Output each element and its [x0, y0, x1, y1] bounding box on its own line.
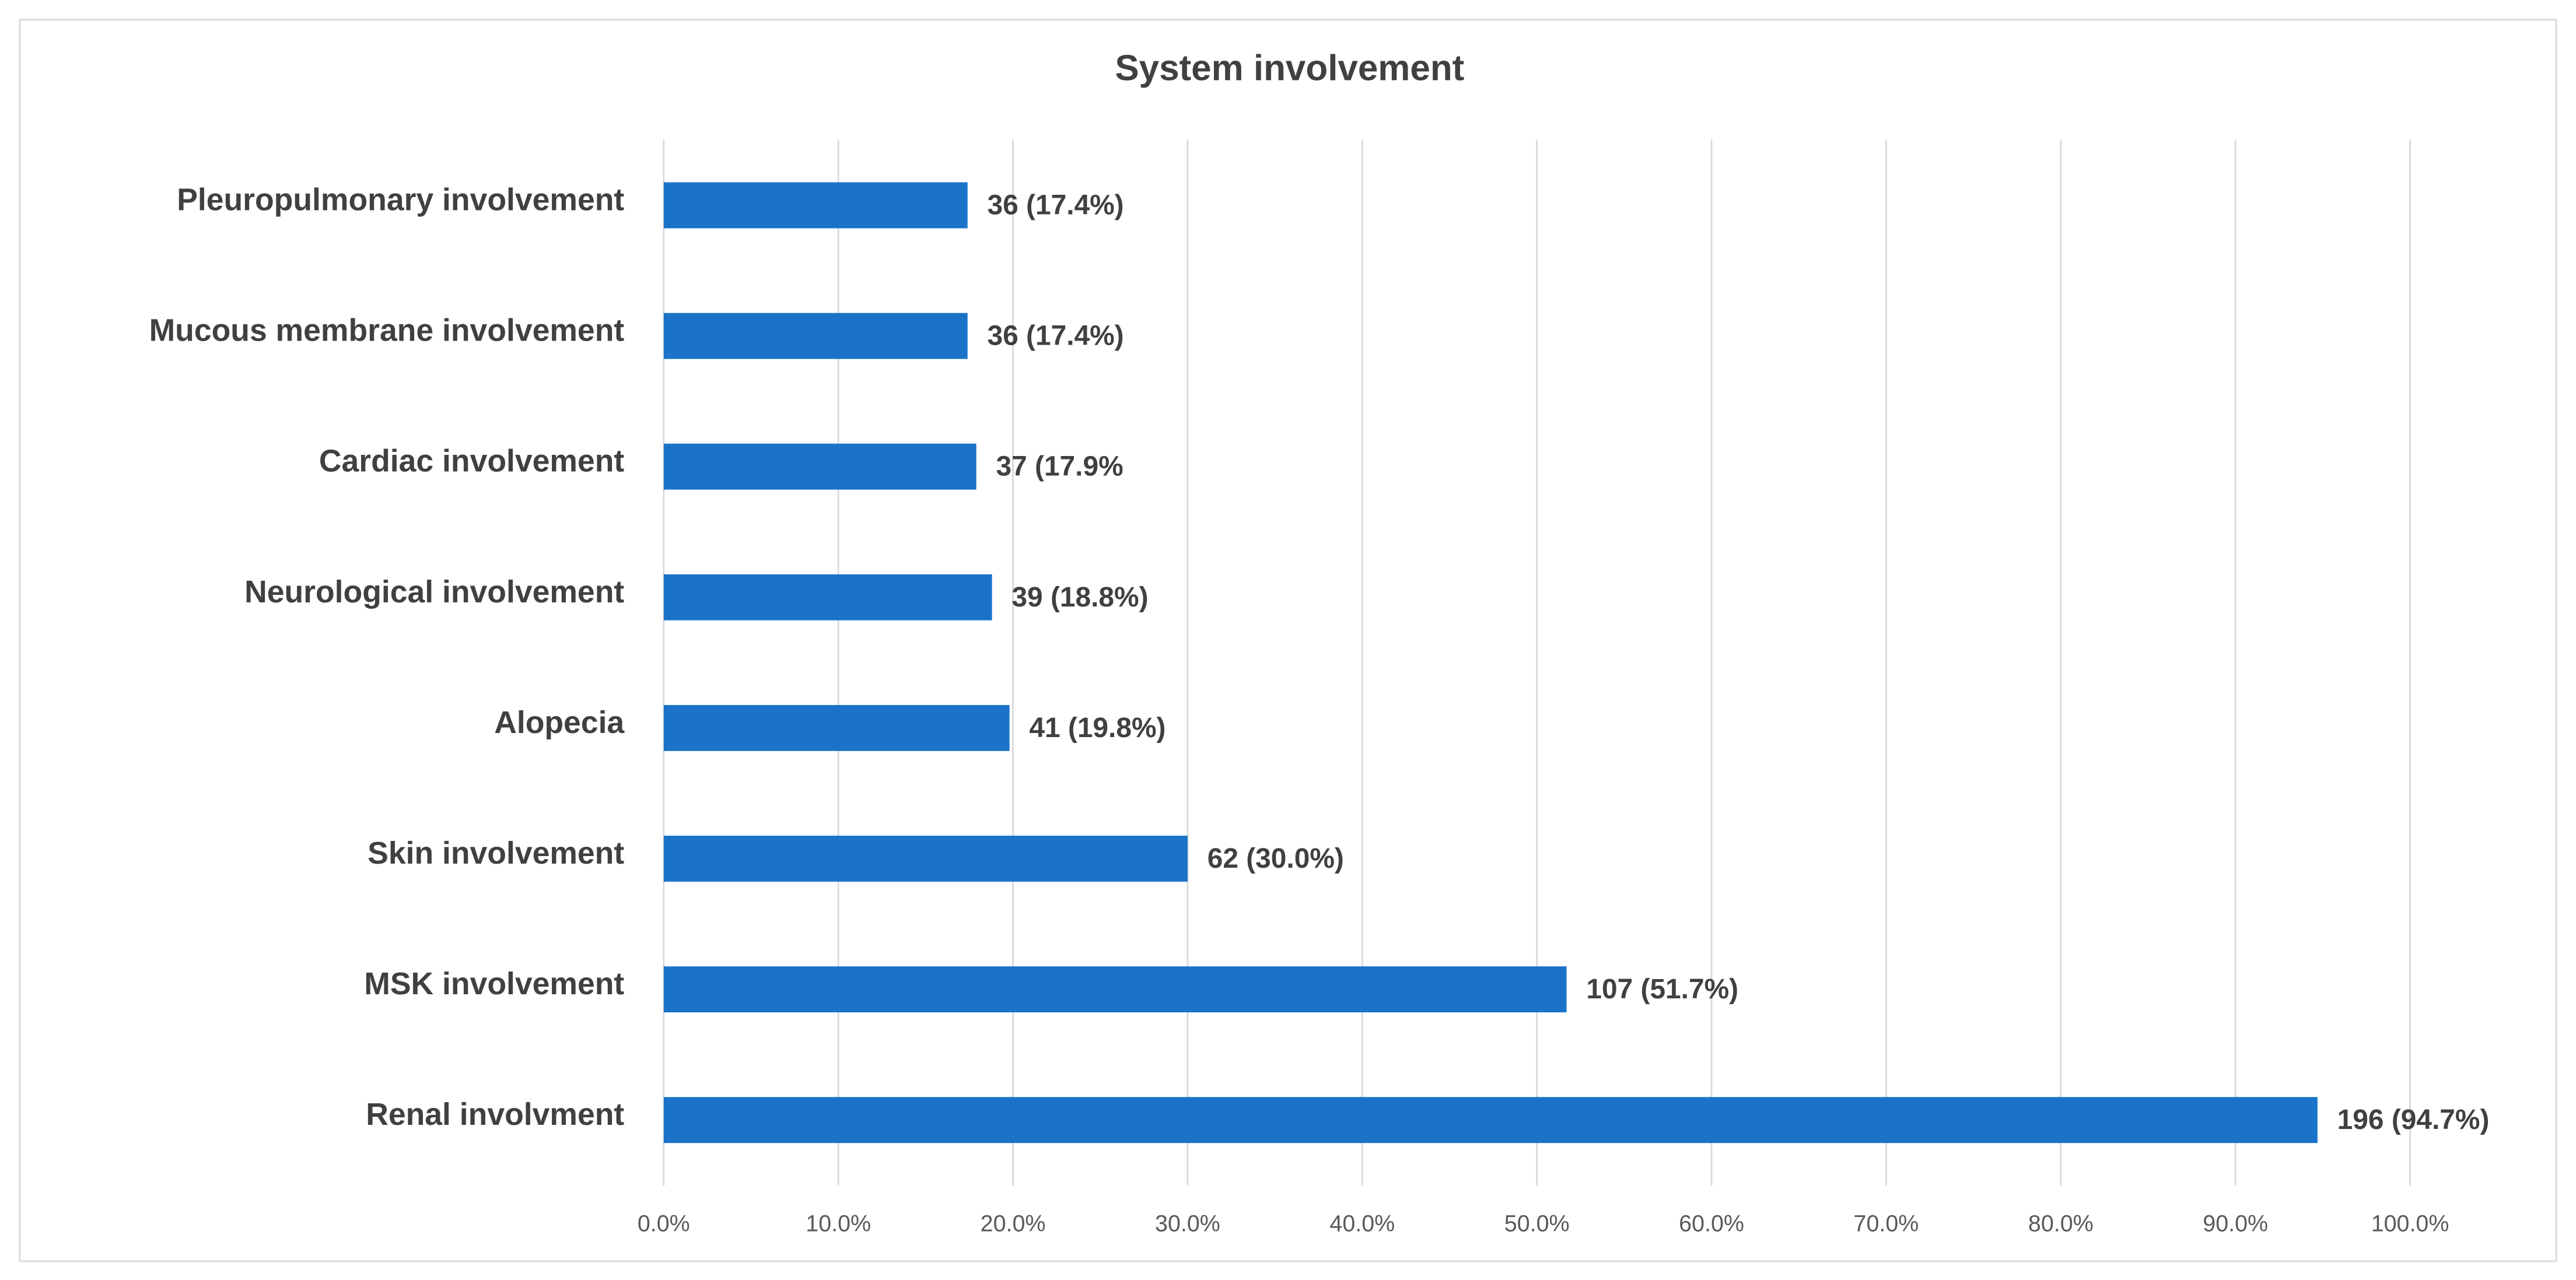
bar [663, 443, 977, 490]
data-label: 107 (51.7%) [1586, 974, 1738, 1005]
data-label: 36 (17.4%) [988, 321, 1124, 352]
y-tick-label: Renal involvment [366, 1097, 624, 1132]
x-tick-label: 30.0% [1155, 1211, 1220, 1236]
data-label: 41 (19.8%) [1029, 713, 1166, 744]
bar [663, 836, 1188, 882]
bar [663, 704, 1010, 751]
x-tick-label: 100.0% [2371, 1211, 2449, 1236]
bar [663, 1097, 2318, 1144]
x-tick-label: 40.0% [1329, 1211, 1395, 1236]
x-tick-label: 90.0% [2203, 1211, 2268, 1236]
bar [663, 966, 1567, 1013]
y-tick-label: Skin involvement [368, 836, 624, 871]
x-tick-label: 20.0% [981, 1211, 1046, 1236]
y-tick-label: Cardiac involvement [319, 444, 624, 479]
y-tick-label: Pleuropulmonary involvement [177, 183, 624, 218]
data-label: 36 (17.4%) [988, 190, 1124, 220]
y-tick-label: Mucous membrane involvement [149, 314, 625, 348]
data-label: 37 (17.9% [996, 451, 1123, 482]
x-tick-label: 70.0% [1854, 1211, 1919, 1236]
data-label: 39 (18.8%) [1012, 582, 1148, 613]
x-tick-label: 10.0% [806, 1211, 871, 1236]
chart-border [19, 19, 2557, 1263]
chart-title: System involvement [1115, 48, 1464, 88]
bar [663, 182, 968, 229]
y-tick-label: MSK involvement [364, 967, 624, 1001]
y-tick-label: Alopecia [494, 706, 625, 740]
y-tick-label: Neurological involvement [244, 575, 624, 609]
x-tick-label: 0.0% [638, 1211, 690, 1236]
x-tick-label: 60.0% [1679, 1211, 1744, 1236]
bar [663, 574, 992, 620]
bar [663, 313, 968, 359]
x-tick-label: 80.0% [2028, 1211, 2094, 1236]
data-label: 62 (30.0%) [1208, 843, 1344, 874]
x-tick-label: 50.0% [1504, 1211, 1570, 1236]
data-label: 196 (94.7%) [2337, 1104, 2490, 1135]
